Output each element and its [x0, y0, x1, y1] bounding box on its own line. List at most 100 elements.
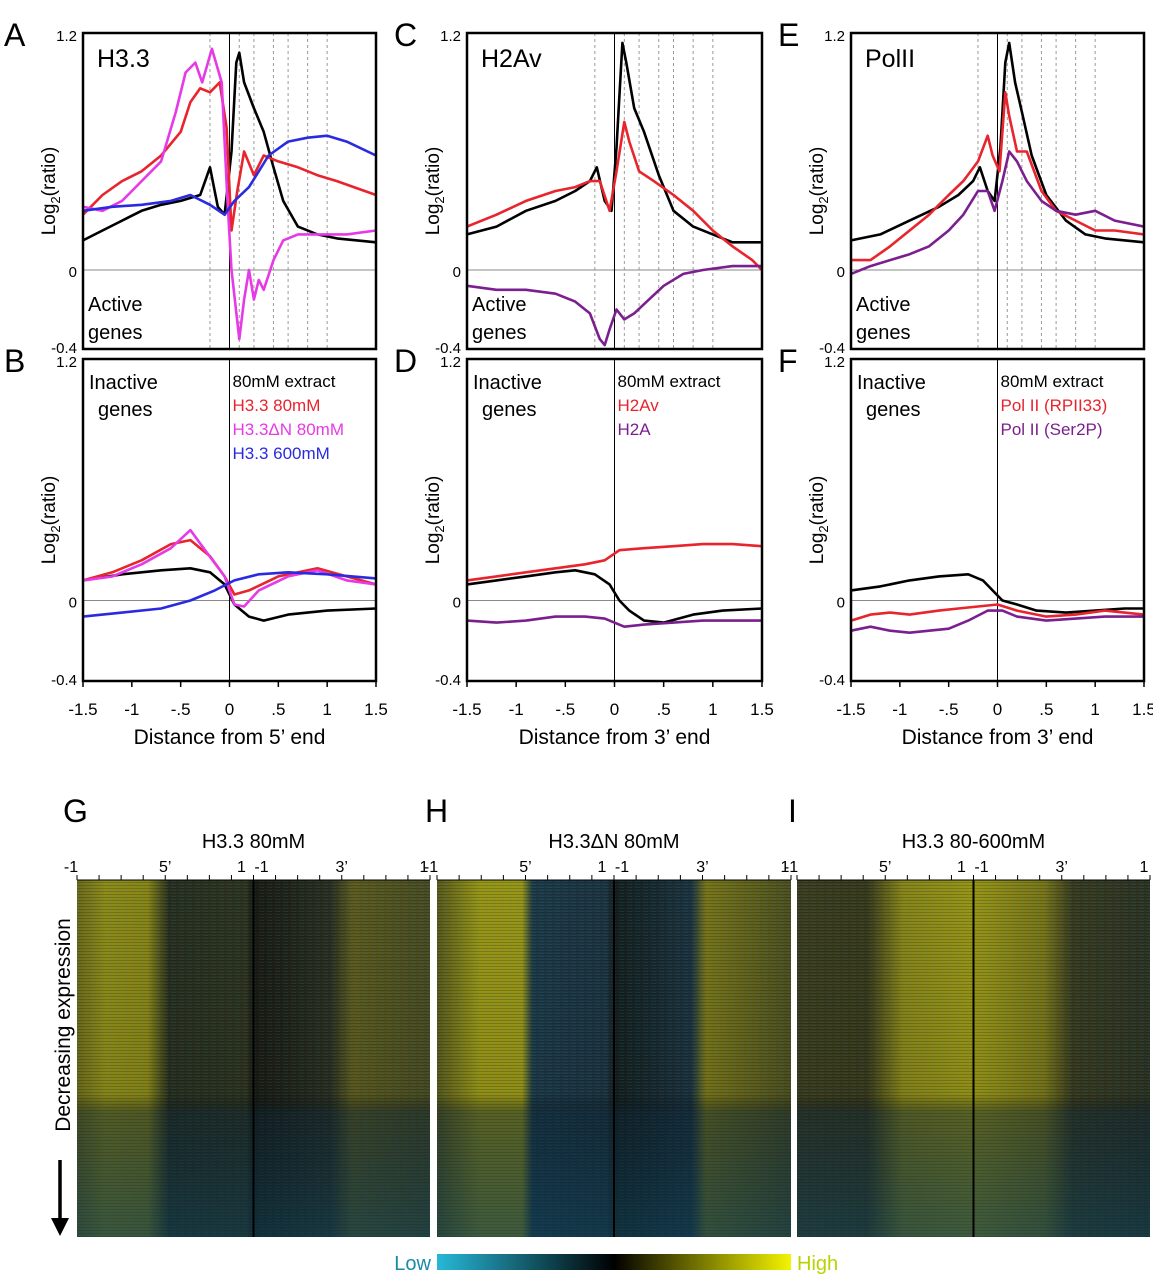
heatmap-title: H3.3 80mM	[202, 831, 305, 853]
x-tick-label: -1	[509, 700, 524, 719]
legend-item: Pol II (Ser2P)	[1001, 420, 1103, 439]
y-label-main: Log	[39, 533, 60, 565]
x-tick-label: -1	[892, 700, 907, 719]
panel-D: D 1.2 0 -0.4 Log2(ratio) Inactive genes 80mM ex…	[394, 343, 774, 749]
x-tick-label: 0	[993, 700, 1002, 719]
legend-item: H3.3 600mM	[233, 444, 330, 463]
x-tick-label: 1.5	[750, 700, 774, 719]
x-axis-label: Distance from 3’ end	[519, 726, 711, 749]
x-tick-label: .5	[271, 700, 285, 719]
x-axis-label: Distance from 3’ end	[902, 726, 1094, 749]
x-axis-label: Distance from 5’ end	[134, 726, 326, 749]
y-tick-label: -0.4	[51, 672, 77, 689]
y-label-sub: 2	[48, 525, 63, 532]
heatmap-tick-label: -1	[784, 859, 798, 876]
inactive-label: genes	[482, 399, 537, 421]
y-tick-label: -0.4	[819, 672, 845, 689]
heatmap-H: H H3.3ΔN 80mM -1 5’ 1 -1 3’ 1	[424, 793, 792, 1237]
panel-label-D: D	[394, 343, 417, 379]
y-tick-label: 0	[837, 595, 845, 612]
y-tick-label: -0.4	[435, 340, 461, 357]
x-tick-label: -1	[124, 700, 139, 719]
y-axis-label: Log2(ratio)	[423, 147, 447, 236]
inactive-label: genes	[98, 399, 153, 421]
series-line	[466, 41, 762, 244]
x-tick-label: 1	[322, 700, 331, 719]
y-tick-label: 1.2	[440, 354, 461, 371]
y-tick-label: 1.2	[56, 28, 77, 45]
y-axis-label: Log2(ratio)	[39, 476, 63, 565]
y-label-sub: 2	[816, 525, 831, 532]
active-label: genes	[88, 322, 143, 344]
plot-frame	[849, 31, 1146, 351]
down-arrow-icon	[51, 1218, 69, 1236]
y-label-tail: (ratio)	[423, 147, 444, 197]
y-tick-label: 1.2	[824, 354, 845, 371]
y-tick-label: 0	[69, 595, 77, 612]
series-line	[82, 47, 377, 341]
heatmap-tick-label: -1	[254, 859, 268, 876]
inactive-label: Inactive	[473, 372, 542, 394]
series-line	[851, 91, 1145, 262]
colorbar: Low High	[394, 1253, 838, 1275]
y-label-sub: 2	[48, 196, 63, 203]
series-line	[466, 569, 763, 624]
active-label: genes	[472, 322, 527, 344]
panel-title: H3.3	[97, 45, 150, 73]
y-tick-label: -0.4	[51, 340, 77, 357]
colorbar-gradient	[437, 1254, 791, 1270]
plot-frame	[81, 31, 378, 351]
panel-title: H2Av	[481, 45, 542, 73]
x-tick-label: .5	[657, 700, 671, 719]
y-label-sub: 2	[816, 196, 831, 203]
panel-label-C: C	[394, 17, 417, 53]
panel-label-I: I	[788, 793, 797, 829]
series-line	[850, 609, 1144, 634]
panel-E: E 1.2 0 -0.4 Log2(ratio) PolII Active genes	[778, 17, 1146, 357]
legend-item: H3.3ΔN 80mM	[233, 420, 345, 439]
y-tick-label: 0	[453, 595, 461, 612]
series-line	[466, 615, 762, 628]
y-label-main: Log	[807, 533, 828, 565]
y-axis-label: Log2(ratio)	[807, 147, 831, 236]
inactive-label: Inactive	[857, 372, 926, 394]
y-tick-label: 0	[69, 264, 77, 281]
series-line	[466, 542, 763, 582]
y-axis-label: Log2(ratio)	[807, 476, 831, 565]
y-label-sub: 2	[432, 196, 447, 203]
panel-C: C 1.2 0 -0.4 Log2(ratio) H2Av Active genes	[394, 17, 764, 357]
series-line	[82, 51, 377, 244]
heatmap-tick-label: 5’	[519, 859, 531, 876]
heatmap-tick-label: 1	[781, 859, 790, 876]
y-label-tail: (ratio)	[39, 147, 60, 197]
y-tick-label: 1.2	[440, 28, 461, 45]
y-tick-label: 0	[837, 264, 845, 281]
series-line	[82, 567, 377, 622]
heatmap-tick-label: 1	[598, 859, 607, 876]
panel-label-A: A	[4, 17, 26, 53]
y-tick-label: -0.4	[435, 672, 461, 689]
series-line	[850, 41, 1145, 244]
series-line	[850, 603, 1145, 622]
panel-label-H: H	[425, 793, 448, 829]
y-tick-label: 1.2	[824, 28, 845, 45]
y-label-sub: 2	[432, 525, 447, 532]
panel-label-E: E	[778, 17, 799, 53]
panel-A: A 1.2 0 -0.4 Log2(ratio) H3.3 Active genes	[4, 17, 378, 357]
heatmap-y-label: Decreasing expression	[52, 918, 75, 1132]
y-label-tail: (ratio)	[423, 476, 444, 526]
heatmap-title: H3.3ΔN 80mM	[548, 831, 679, 853]
legend-item: H3.3 80mM	[233, 396, 321, 415]
panel-label-F: F	[778, 343, 798, 379]
heatmap-tick-label: 1	[237, 859, 246, 876]
legend-item: H2Av	[618, 396, 660, 415]
series-line	[466, 264, 762, 347]
legend-item: H2A	[618, 420, 652, 439]
heatmap-tick-label: 1	[1140, 859, 1149, 876]
y-axis-label: Log2(ratio)	[39, 147, 63, 236]
series-line	[82, 134, 377, 216]
heatmap-tick-label: 5’	[879, 859, 891, 876]
legend-item: 80mM extract	[233, 372, 336, 391]
x-tick-label: 1	[708, 700, 717, 719]
heatmap-G: G H3.3 80mM -1 5’ 1 -1 3’ 1	[63, 793, 431, 1237]
